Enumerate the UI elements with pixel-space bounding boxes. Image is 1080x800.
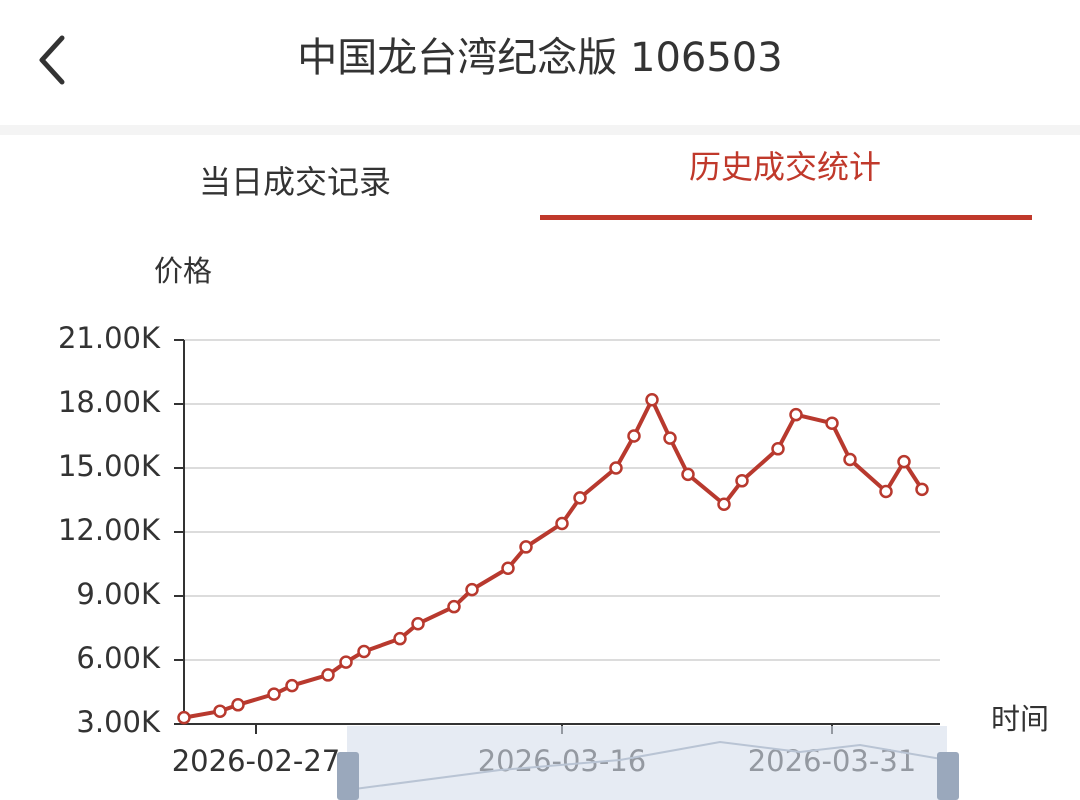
data-point	[717, 497, 731, 512]
data-point	[267, 687, 281, 701]
page-title: 中国龙台湾纪念版 106503	[297, 35, 782, 81]
zoom-slider[interactable]	[337, 726, 959, 800]
data-point	[357, 644, 371, 659]
data-point	[789, 407, 803, 422]
data-point	[555, 516, 569, 531]
data-point	[843, 452, 857, 467]
data-point	[663, 431, 677, 445]
y-tick-label: 15.00K	[58, 449, 161, 483]
divider	[0, 125, 1080, 135]
y-tick-label: 3.00K	[76, 705, 161, 739]
data-point	[609, 461, 623, 475]
y-tick-label: 12.00K	[58, 513, 161, 547]
data-point	[339, 655, 353, 669]
data-point	[519, 540, 533, 554]
data-point	[231, 698, 245, 712]
back-button[interactable]	[39, 35, 65, 85]
data-point	[915, 482, 929, 497]
slider-handle[interactable]	[337, 752, 359, 800]
data-point	[285, 678, 299, 693]
y-tick-label: 6.00K	[76, 641, 161, 675]
y-tick-label: 9.00K	[76, 577, 161, 611]
data-point	[447, 599, 461, 614]
data-point	[627, 429, 641, 443]
plot: 3.00K 6.00K 9.00K 12.00K 15.00K 18.00K 21.00K 2…	[58, 321, 940, 778]
data-point	[879, 484, 893, 499]
price-line	[183, 397, 924, 720]
slider-handle[interactable]	[937, 752, 959, 800]
x-tick-label: 2026-02-27	[172, 744, 341, 778]
data-point	[177, 710, 191, 725]
data-point	[501, 561, 515, 576]
data-point	[681, 467, 695, 482]
data-point	[393, 631, 407, 646]
data-point	[465, 582, 479, 597]
data-point	[645, 392, 659, 407]
data-point	[213, 704, 227, 718]
data-point	[411, 616, 425, 631]
tab-underline	[540, 215, 1032, 220]
data-point	[321, 668, 335, 682]
data-point	[897, 454, 911, 469]
slider-shadow	[346, 740, 948, 791]
y-axis-title: 价格	[154, 254, 212, 288]
data-point	[825, 416, 839, 430]
y-tick-label: 18.00K	[58, 385, 161, 419]
slider-window[interactable]	[347, 726, 947, 800]
data-point	[771, 442, 785, 456]
data-point	[573, 491, 587, 505]
x-axis-title: 时间	[991, 702, 1049, 736]
data-point	[735, 474, 749, 488]
y-tick-label: 21.00K	[58, 321, 161, 355]
tab-active[interactable]: 历史成交统计	[689, 148, 881, 186]
tab[interactable]: 当日成交记录	[199, 163, 391, 201]
